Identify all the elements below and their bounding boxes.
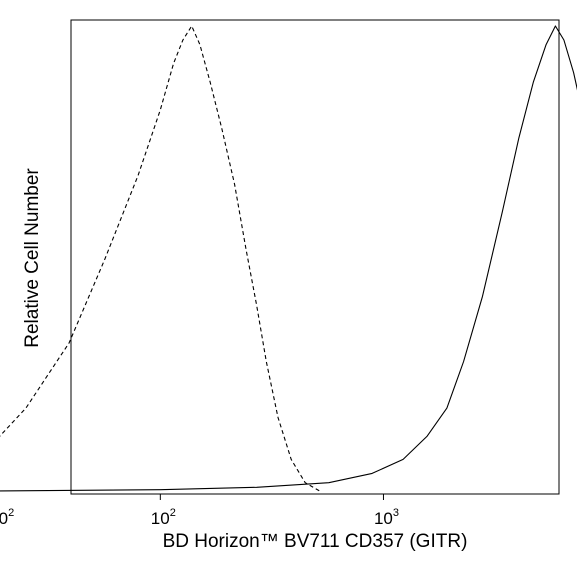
series-group xyxy=(0,25,577,493)
y-axis-label: Relative Cell Number xyxy=(22,168,43,348)
x-axis-label: BD Horizon™ BV711 CD357 (GITR) xyxy=(163,531,468,552)
x-tick-label: 102 xyxy=(151,507,176,528)
x-tick-label: 103 xyxy=(374,507,399,528)
x-axis-ticks: -102102103104105 xyxy=(0,494,399,528)
plot-frame xyxy=(70,19,560,495)
series-line-solid xyxy=(0,25,577,492)
series-line-dashed xyxy=(0,25,322,493)
x-tick-label: -102 xyxy=(0,507,14,528)
